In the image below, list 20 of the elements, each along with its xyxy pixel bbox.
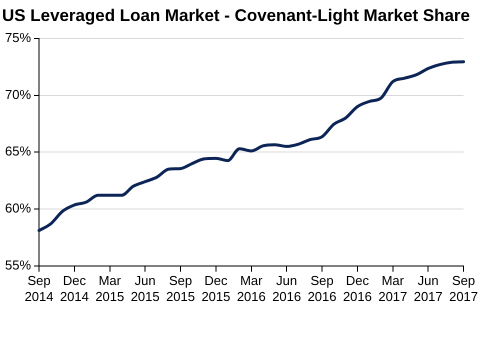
chart-title: US Leveraged Loan Market - Covenant-Light Market Share	[2, 6, 470, 25]
y-tick-label: 75%	[4, 30, 32, 45]
x-tick-label: Sep 2014	[24, 273, 54, 304]
x-tick-label: Dec 2016	[342, 273, 372, 304]
x-tick-label: Mar 2017	[378, 273, 408, 304]
x-tick-label: Jun 2015	[130, 273, 160, 304]
x-tick-label: Jun 2016	[272, 273, 302, 304]
x-tick-label: Jun 2017	[414, 273, 443, 304]
x-tick-label: Dec 2014	[60, 273, 89, 304]
y-tick-label: 55%	[4, 257, 32, 272]
x-tick-label: Dec 2015	[201, 273, 230, 304]
x-tick-label: Sep 2017	[449, 273, 478, 304]
x-tick-label: Sep 2015	[166, 273, 195, 304]
x-tick-label: Mar 2016	[236, 273, 266, 304]
line-series	[38, 60, 466, 232]
y-tick-label: 60%	[4, 200, 32, 216]
y-tick-label: 65%	[4, 144, 32, 159]
x-tick-label: Mar 2015	[95, 273, 124, 304]
y-tick-label: 70%	[4, 86, 32, 102]
x-tick-label: Sep 2016	[308, 273, 336, 304]
